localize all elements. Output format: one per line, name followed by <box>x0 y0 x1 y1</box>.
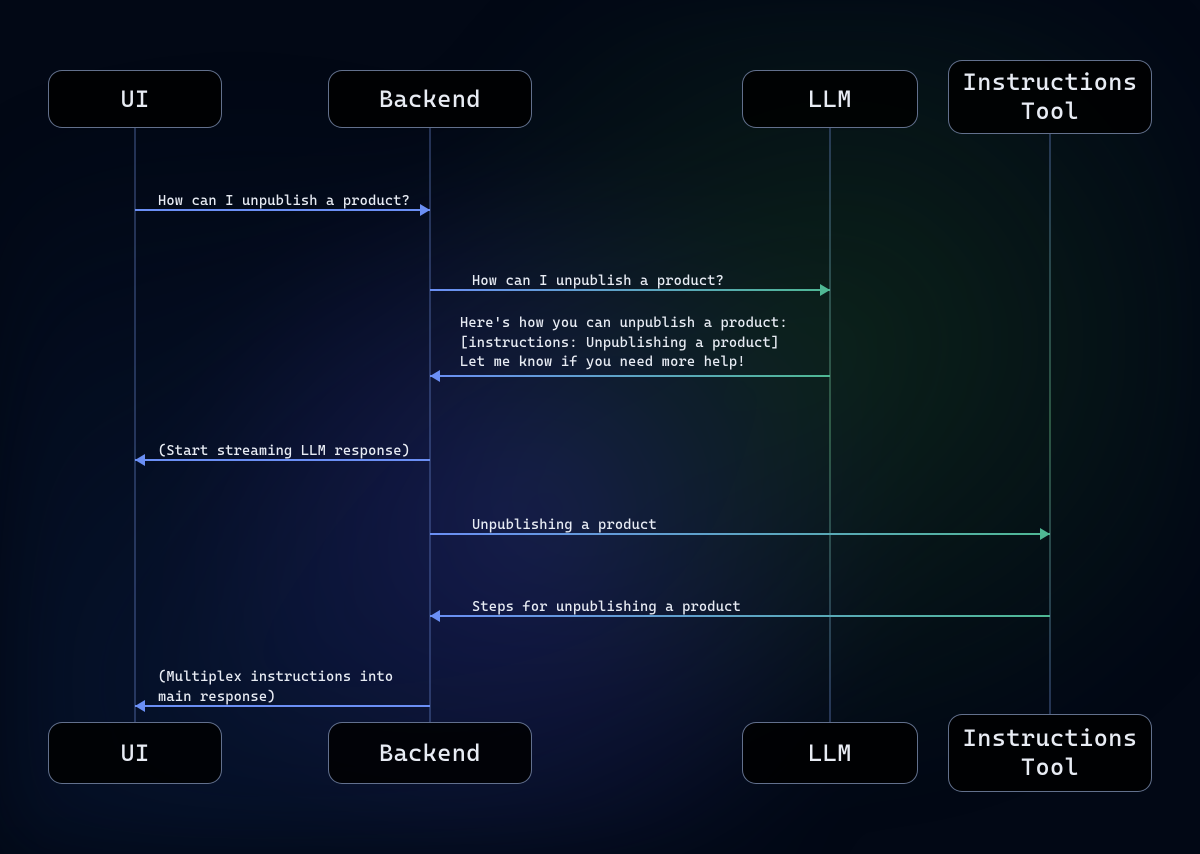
arrow-head-0 <box>420 204 430 216</box>
lifeline-llm <box>829 128 831 722</box>
arrow-head-3 <box>135 454 145 466</box>
message-label-3: (Start streaming LLM response) <box>158 442 410 462</box>
arrow-head-4 <box>1040 528 1050 540</box>
arrow-head-5 <box>430 610 440 622</box>
participant-ui-top: UI <box>48 70 222 128</box>
participant-tool-bottom: Instructions Tool <box>948 714 1152 792</box>
message-label-1: How can I unpublish a product? <box>472 272 724 292</box>
participant-ui-bottom: UI <box>48 722 222 784</box>
arrow-head-2 <box>430 370 440 382</box>
arrow-head-6 <box>135 700 145 712</box>
participant-backend-bottom: Backend <box>328 722 532 784</box>
lifeline-ui <box>134 128 136 722</box>
lifeline-tool <box>1049 134 1051 714</box>
arrow-2 <box>430 375 830 377</box>
message-label-2: Here's how you can unpublish a product: … <box>460 314 788 373</box>
arrow-head-1 <box>820 284 830 296</box>
participant-backend-top: Backend <box>328 70 532 128</box>
message-label-6: (Multiplex instructions into main respon… <box>158 668 393 707</box>
participant-tool-top: Instructions Tool <box>948 60 1152 134</box>
participant-llm-top: LLM <box>742 70 918 128</box>
participant-llm-bottom: LLM <box>742 722 918 784</box>
message-label-0: How can I unpublish a product? <box>158 192 410 212</box>
message-label-5: Steps for unpublishing a product <box>472 598 741 618</box>
lifeline-backend <box>429 128 431 722</box>
message-label-4: Unpublishing a product <box>472 516 657 536</box>
